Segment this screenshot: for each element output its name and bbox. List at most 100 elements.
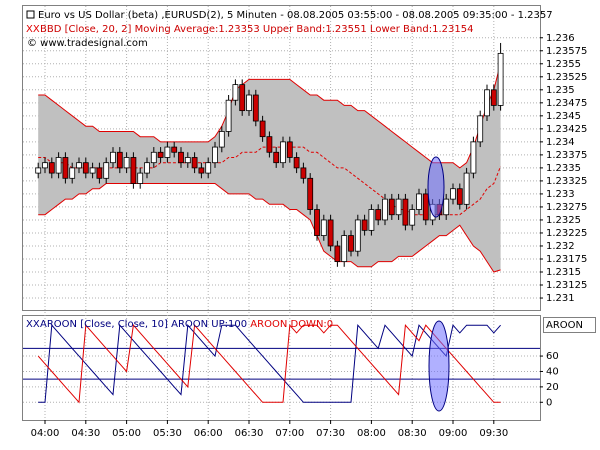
candle-body [252,94,259,122]
candle-body [273,151,280,164]
y-tick-label: 1.23325 [546,176,587,187]
lower-band [38,183,501,273]
highlight-ellipse [428,320,450,412]
candle-body [239,84,246,112]
panel-label-box [543,317,596,333]
y-tick-label: 1.23375 [546,150,587,161]
candle-body [463,172,470,205]
aroon-legend: AROON [Close, Close, 10] AROON UP:100 AR… [40,319,333,330]
candle-body [82,162,89,174]
y-tick-label: 1.23475 [546,98,587,109]
candle-body [395,198,402,216]
candle-body [205,162,212,174]
candle-body [409,209,416,226]
candle-body [327,219,334,247]
candle-body [334,245,341,262]
candle-body [470,141,477,174]
y-tick-label: 0 [546,397,552,408]
candle-body [178,151,184,164]
candle-body [402,198,409,226]
candle-body [382,198,388,221]
candle-body [184,157,191,164]
y-tick-label: 1.23225 [546,228,587,239]
candle-body [130,157,137,184]
legend-entry: AROON UP:100 [171,319,247,330]
x-tick-label: 06:30 [235,428,264,439]
y-tick-label: 1.23275 [546,202,587,213]
candle-body [484,89,490,117]
candle-body [300,167,307,179]
y-tick-label: 1.2315 [546,267,581,278]
candle-body [266,136,273,153]
candle-body [232,84,239,101]
candle-body [341,235,348,262]
highlight-ellipse [427,156,445,218]
candle-body [361,219,368,231]
y-tick-label: 1.2335 [546,163,581,174]
candle-body [307,177,314,210]
y-tick-label: 1.2355 [546,59,581,70]
candle-body [150,151,157,164]
y-tick-label: 1.23575 [546,46,587,57]
candle-body [62,157,69,179]
x-tick-label: 04:30 [71,428,100,439]
y-tick-label: 1.2325 [546,215,581,226]
y-tick-label: 1.236 [546,33,575,44]
candle-body [96,167,103,179]
candle-body [293,157,300,169]
y-tick-label: 1.23125 [546,280,587,291]
legend-icon: XX [26,319,40,330]
candle-body [314,209,320,236]
candle-body [35,167,42,174]
x-tick-label: 08:30 [398,428,427,439]
panel-label: AROON [546,320,583,331]
y-tick-label: 1.233 [546,189,575,200]
y-tick-label: 60 [546,351,559,362]
candle-body [490,89,497,106]
aroon-panel [22,315,541,421]
candle-body [55,157,62,174]
x-tick-label: 09:00 [439,428,468,439]
candle-body [246,94,252,112]
y-tick-label: 1.23425 [546,124,587,135]
candle-body [259,120,266,138]
y-tick-label: 1.23175 [546,254,587,265]
x-tick-label: 09:30 [479,428,508,439]
upper-band [38,63,502,169]
candle-body [218,131,225,148]
candle-body [191,157,198,169]
candle-body [198,167,205,174]
y-tick-label: 1.23525 [546,72,587,83]
candle-body [320,219,327,236]
candle-body [103,162,110,179]
candle-body [388,198,395,216]
y-tick-label: 1.234 [546,137,575,148]
candle-body [69,167,76,179]
candle-body [89,167,96,174]
y-tick-label: 1.231 [546,293,575,304]
x-tick-label: 07:30 [316,428,345,439]
candle-body [422,193,429,221]
candle-body [450,188,456,200]
candle-body [76,162,82,169]
candle-body [137,172,144,184]
y-tick-label: 40 [546,366,559,377]
candle-body [354,219,361,252]
x-tick-label: 04:00 [31,428,60,439]
candle-body [368,209,375,231]
aroon-line [37,323,501,404]
candle-body [416,193,422,210]
candle-body [443,198,450,216]
candle-body [286,141,293,158]
candle-body [110,151,116,164]
candle-body [123,157,130,169]
candle-body [456,188,463,205]
candle-body [164,146,171,158]
indicator-label: AROON [Close, Close, 10] [40,319,168,330]
x-tick-label: 06:00 [194,428,223,439]
candle-body [225,99,232,132]
x-tick-label: 05:30 [153,428,182,439]
candle-body [280,141,286,164]
candle-body [157,151,164,158]
